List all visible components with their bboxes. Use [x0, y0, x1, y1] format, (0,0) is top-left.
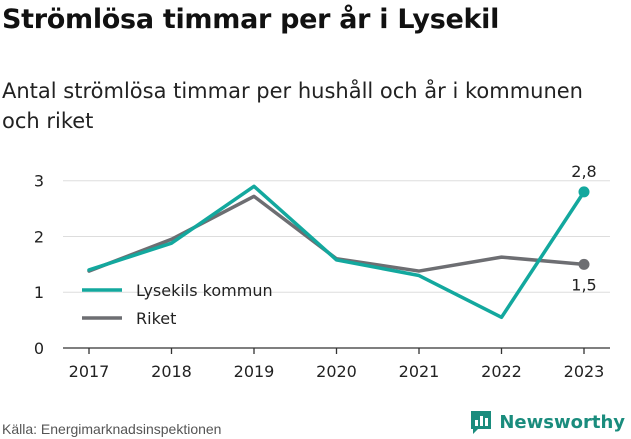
y-tick-label: 3	[34, 172, 44, 191]
chart-title: Strömlösa timmar per år i Lysekil	[2, 4, 500, 35]
newsworthy-logo-icon	[471, 411, 492, 434]
end-value-label: 1,5	[571, 275, 596, 294]
x-tick-label: 2018	[151, 362, 192, 381]
axes: 0 1 2 3 2017 2018 2019 2020 2021 2022 2023	[34, 172, 610, 381]
brand-name: Newsworthy	[499, 411, 625, 433]
y-tick-label: 2	[34, 227, 44, 246]
chart-subtitle: Antal strömlösa timmar per hushåll och å…	[2, 79, 583, 133]
end-value-label: 2,8	[571, 162, 596, 181]
x-tick-label: 2023	[564, 362, 605, 381]
x-tick-label: 2020	[316, 362, 357, 381]
x-tick-label: 2019	[234, 362, 275, 381]
legend-label: Lysekils kommun	[136, 281, 273, 300]
source-note: Källa: Energimarknadsinspektionen	[2, 421, 222, 437]
legend-label: Riket	[136, 309, 176, 328]
y-tick-label: 0	[34, 339, 44, 358]
legend: Lysekils kommun Riket	[82, 281, 273, 328]
y-tick-label: 1	[34, 283, 44, 302]
series-lines: 1,5 2,8	[87, 162, 597, 320]
series-line-lysekils-kommun	[87, 184, 586, 320]
x-tick-label: 2017	[69, 362, 110, 381]
end-point-marker	[578, 186, 590, 198]
x-tick-label: 2022	[481, 362, 522, 381]
end-point-marker	[578, 258, 590, 270]
newsworthy-brand[interactable]: Newsworthy	[469, 407, 625, 437]
x-tick-label: 2021	[399, 362, 440, 381]
